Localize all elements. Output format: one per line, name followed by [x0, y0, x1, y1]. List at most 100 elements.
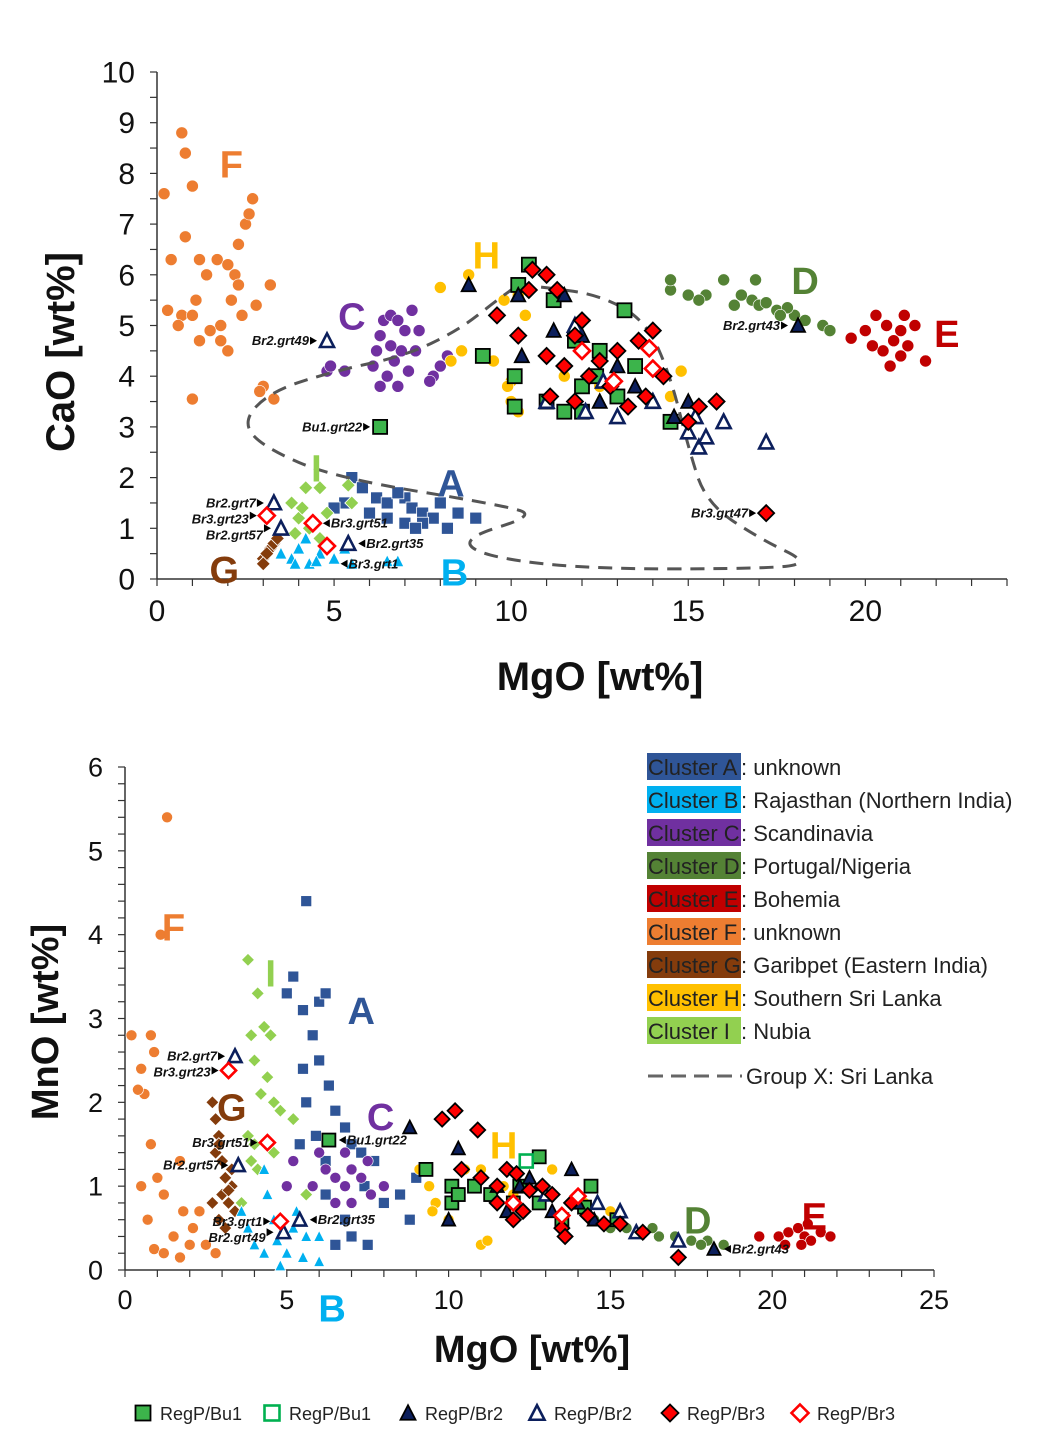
sample-point — [401, 1118, 418, 1135]
legend-swatch — [647, 819, 741, 846]
legend-cluster-desc: : unknown — [741, 755, 841, 780]
cluster-b-series — [235, 1162, 326, 1272]
legend-sample-label: RegP/Br3 — [687, 1404, 765, 1424]
cluster-c-point — [378, 1180, 390, 1192]
cluster-i-point — [319, 505, 335, 521]
legend-swatch — [647, 852, 741, 879]
legend-swatch — [647, 984, 741, 1011]
cluster-i-series — [234, 952, 314, 1210]
sample-point — [669, 1248, 688, 1267]
cluster-b-point — [241, 1221, 255, 1234]
square-open-marker-icon — [263, 1404, 281, 1422]
x-tick-label: 10 — [434, 1285, 464, 1315]
sample-point — [509, 285, 527, 303]
sample-point — [513, 346, 531, 364]
sample-point — [590, 351, 609, 371]
cluster-a-point — [426, 511, 440, 525]
sample-point — [563, 1160, 580, 1177]
cluster-g-series — [205, 1095, 243, 1236]
cluster-f-point — [177, 1205, 190, 1218]
cluster-c-point — [384, 339, 398, 353]
cluster-f-point — [174, 1251, 186, 1264]
annotation-arrow-icon — [263, 524, 271, 533]
annotation-arrow-icon — [256, 498, 264, 507]
group-x-outline — [246, 283, 801, 571]
sample-point — [271, 518, 291, 536]
cluster-i-point — [286, 1112, 301, 1127]
cluster-c-point — [391, 314, 405, 327]
cluster-b-label: B — [318, 1289, 345, 1331]
cluster-d-point — [681, 288, 695, 302]
triangle-filled-marker-icon — [399, 1403, 417, 1421]
x-tick-label: 25 — [919, 1285, 949, 1315]
legend-cluster-key: Cluster B — [648, 788, 738, 813]
sample-point — [636, 387, 656, 406]
cluster-f-point — [161, 811, 173, 824]
y-tick-label: 0 — [118, 564, 135, 597]
cluster-e-point — [782, 1226, 795, 1239]
y-tick-label: 5 — [88, 836, 103, 866]
x-tick-label: 5 — [326, 595, 343, 628]
annotation-arrow-icon — [340, 559, 348, 568]
annotation-label: Br2.grt43 — [723, 318, 781, 333]
sample-point — [654, 366, 673, 386]
y-tick-label: 2 — [118, 462, 135, 495]
cluster-c-point — [380, 369, 394, 383]
cluster-h-point — [497, 293, 511, 307]
sample-point — [643, 321, 663, 340]
y-tick-label: 4 — [88, 920, 103, 950]
sample-point — [609, 388, 626, 405]
cluster-a-point — [306, 1029, 319, 1042]
cluster-b-point — [280, 1246, 293, 1259]
sample-point — [514, 1202, 532, 1221]
cluster-i-point — [250, 986, 265, 1001]
annotation-label: Br2.grt7 — [206, 495, 257, 510]
cluster-b-point — [299, 531, 313, 545]
cluster-a-series — [327, 471, 483, 535]
x-tick-label: 15 — [595, 1285, 625, 1315]
x-tick-label: 5 — [279, 1285, 294, 1315]
annotation-arrow-icon — [749, 509, 757, 518]
cluster-i-point — [284, 495, 300, 511]
cluster-f-point — [186, 392, 199, 406]
diamond-filled-marker-icon — [660, 1403, 680, 1423]
annotation-label: Br3.grt1 — [349, 556, 399, 571]
cluster-c-point — [306, 1180, 319, 1192]
cluster-f-point — [267, 392, 281, 406]
cluster-i-point — [260, 1070, 275, 1085]
legend-cluster-key: Cluster F — [648, 920, 737, 945]
legend-cluster-desc: : Nubia — [741, 1019, 811, 1044]
cluster-a-point — [300, 895, 313, 908]
cluster-a-point — [363, 506, 376, 520]
cluster-f-point — [154, 928, 167, 941]
cluster-f-point — [151, 1171, 164, 1184]
annotation-arrow-icon — [211, 1066, 219, 1075]
cluster-e-point — [883, 359, 897, 373]
sample-point — [460, 275, 478, 293]
sample-point — [595, 1215, 613, 1233]
cluster-f-label: F — [162, 907, 185, 949]
sample-point — [547, 280, 567, 300]
cluster-f-label: F — [220, 144, 243, 186]
cluster-c-point — [361, 1155, 374, 1167]
sample-point — [608, 341, 627, 361]
y-tick-label: 2 — [88, 1088, 103, 1118]
sample-legend: RegP/Bu1 RegP/Bu1 RegP/Br2 RegP/Br2 RegP/Br3… — [134, 1402, 895, 1424]
cluster-g-point — [218, 1221, 233, 1236]
y-tick-label: 7 — [118, 209, 135, 242]
cluster-e-point — [805, 1234, 817, 1247]
y-tick-label: 3 — [118, 411, 135, 444]
cluster-e-point — [866, 339, 879, 353]
sample-point — [229, 1155, 247, 1173]
cluster-b-point — [327, 551, 341, 565]
bottom-y-axis-title: MnO [wt%] — [25, 924, 67, 1120]
sample-point — [552, 1206, 572, 1225]
cluster-h-point — [481, 1234, 494, 1247]
cluster-f-point — [187, 1222, 199, 1234]
legend-item-regp-bu1-open: RegP/Bu1 — [263, 1404, 371, 1424]
cluster-a-point — [370, 491, 383, 505]
cluster-e-label: E — [802, 1197, 827, 1239]
cluster-f-point — [186, 179, 199, 193]
cluster-f-point — [186, 309, 199, 322]
